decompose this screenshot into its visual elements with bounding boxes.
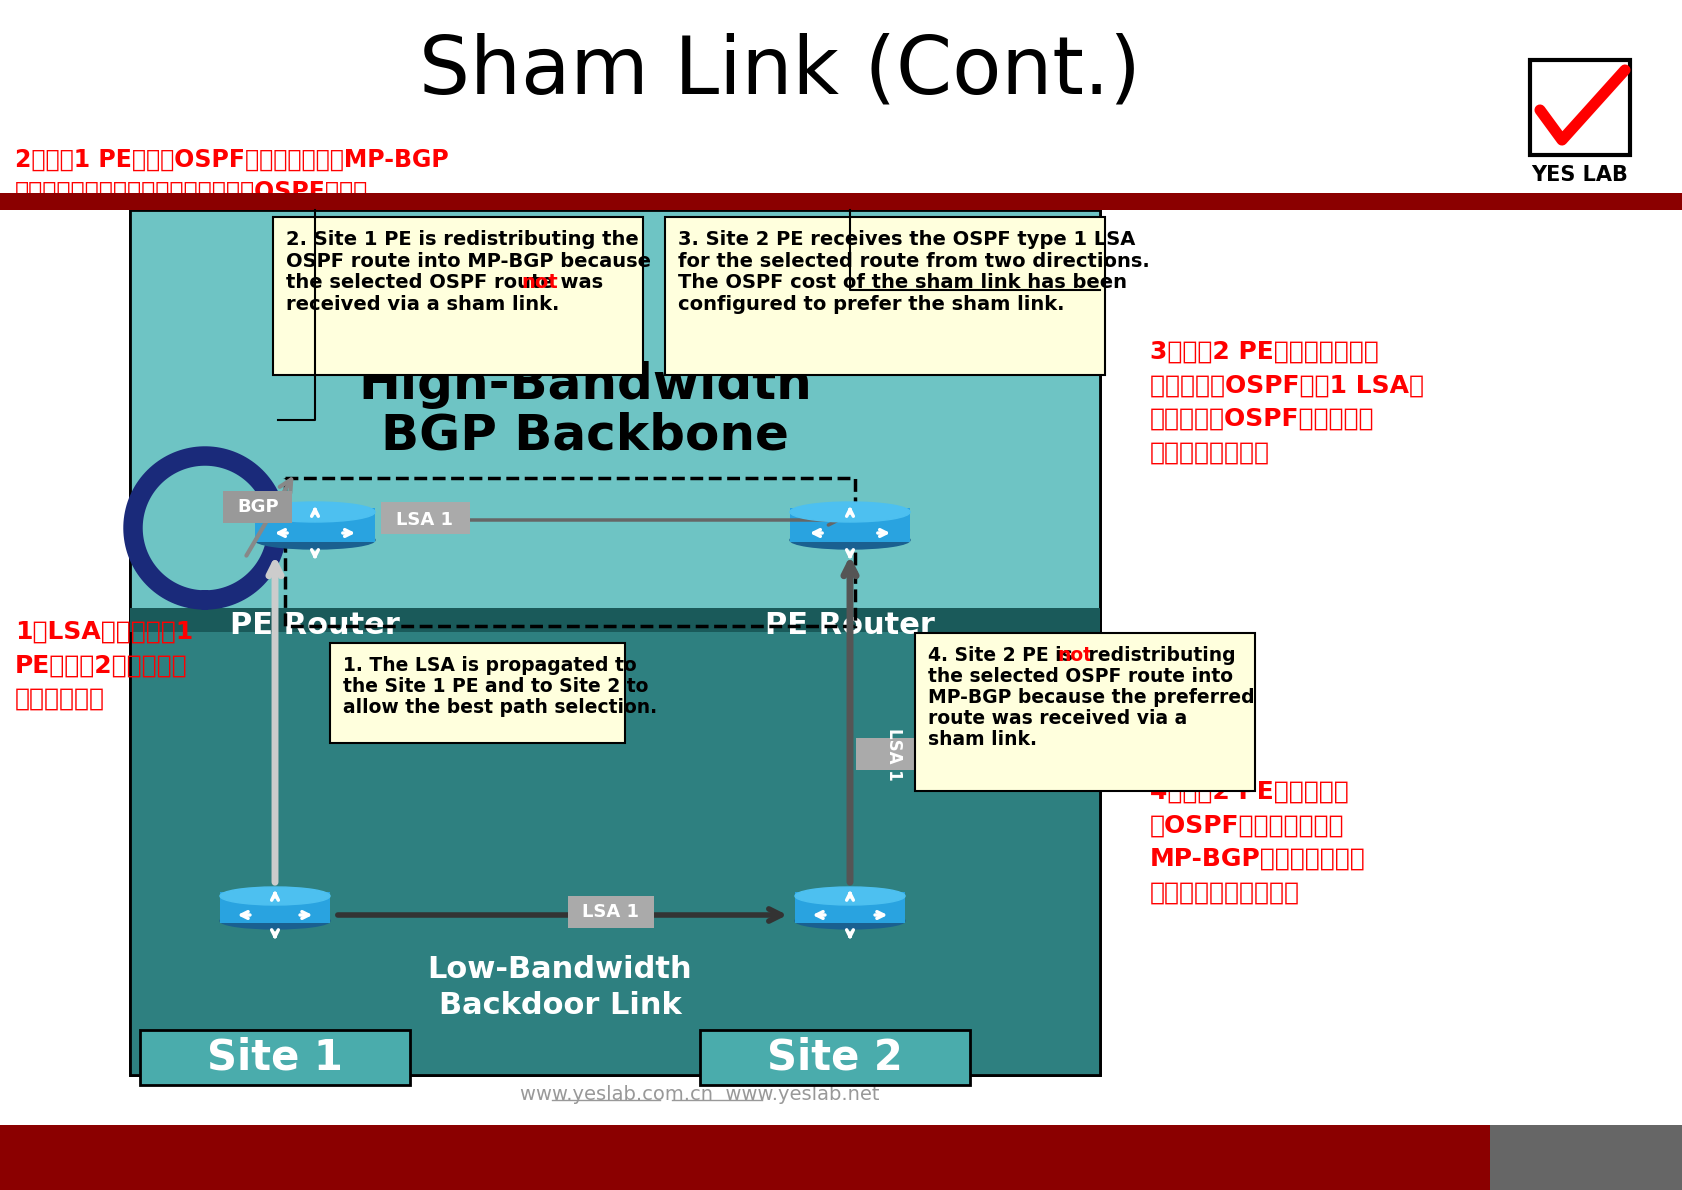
FancyBboxPatch shape — [1529, 60, 1630, 155]
Text: redistributing: redistributing — [1082, 646, 1235, 665]
FancyBboxPatch shape — [140, 1031, 410, 1085]
FancyBboxPatch shape — [220, 892, 330, 922]
Text: Site 2: Site 2 — [767, 1036, 902, 1078]
Text: The OSPF cost of the sham link has been: The OSPF cost of the sham link has been — [678, 274, 1127, 293]
FancyBboxPatch shape — [856, 738, 932, 770]
Text: for the selected route from two directions.: for the selected route from two directio… — [678, 252, 1149, 270]
Text: 3. Site 2 PE receives the OSPF type 1 LSA: 3. Site 2 PE receives the OSPF type 1 LS… — [678, 230, 1135, 249]
Text: 2. Site 1 PE is redistributing the: 2. Site 1 PE is redistributing the — [286, 230, 639, 249]
Ellipse shape — [789, 531, 910, 549]
Text: the selected OSPF route into: the selected OSPF route into — [927, 666, 1233, 685]
Text: the Site 1 PE and to Site 2 to: the Site 1 PE and to Site 2 to — [343, 677, 648, 696]
FancyBboxPatch shape — [330, 643, 624, 743]
Text: Area 1: Area 1 — [414, 683, 547, 718]
Text: OSPF route into MP-BGP because: OSPF route into MP-BGP because — [286, 252, 651, 270]
Text: LSA 1: LSA 1 — [582, 903, 639, 921]
Text: MP-BGP because the preferred: MP-BGP because the preferred — [927, 688, 1253, 707]
FancyBboxPatch shape — [0, 193, 1682, 209]
FancyBboxPatch shape — [789, 508, 910, 541]
Text: PE Router: PE Router — [230, 610, 400, 639]
Text: Backdoor Link: Backdoor Link — [439, 990, 681, 1020]
Ellipse shape — [256, 502, 375, 522]
FancyBboxPatch shape — [380, 502, 469, 534]
Text: YES LAB: YES LAB — [1531, 165, 1628, 184]
Ellipse shape — [220, 887, 330, 906]
Text: LSA 1: LSA 1 — [885, 727, 903, 781]
Text: 3、站点2 PE从两个方向接收
所选路由的OSPF类型1 LSA。
假装链接的OSPF开销已配置
为优先假装链接。: 3、站点2 PE从两个方向接收 所选路由的OSPF类型1 LSA。 假装链接的O… — [1149, 340, 1423, 464]
FancyBboxPatch shape — [272, 217, 643, 375]
Ellipse shape — [794, 913, 905, 929]
FancyBboxPatch shape — [664, 217, 1105, 375]
Text: 4. Site 2 PE is: 4. Site 2 PE is — [927, 646, 1078, 665]
Text: PE Router: PE Router — [765, 610, 935, 639]
Text: www.yeslab.com.cn  www.yeslab.net: www.yeslab.com.cn www.yeslab.net — [520, 1085, 880, 1104]
Text: High-Bandwidth: High-Bandwidth — [358, 361, 811, 409]
Ellipse shape — [789, 502, 910, 522]
Text: 4、站点2 PE没有将选定
的OSPF路由重新发送到
MP-BGP，因为首选路由
是通过假链接接收的。: 4、站点2 PE没有将选定 的OSPF路由重新发送到 MP-BGP，因为首选路由… — [1149, 779, 1364, 904]
Text: 2、站点1 PE正在将OSPF路由重新分配到MP-BGP
中，因为未通过虚拟链路接收到选定的OSPF路由。: 2、站点1 PE正在将OSPF路由重新分配到MP-BGP 中，因为未通过虚拟链路… — [15, 148, 449, 203]
Text: BGP Backbone: BGP Backbone — [380, 411, 789, 459]
Text: Sham Link (Cont.): Sham Link (Cont.) — [419, 33, 1140, 111]
Text: BGP: BGP — [237, 497, 279, 516]
FancyBboxPatch shape — [224, 491, 291, 522]
Text: received via a sham link.: received via a sham link. — [286, 295, 558, 314]
Text: not: not — [521, 274, 558, 293]
Text: route was received via a: route was received via a — [927, 709, 1186, 728]
Text: not: not — [1056, 646, 1092, 665]
FancyBboxPatch shape — [130, 608, 1100, 632]
FancyBboxPatch shape — [794, 892, 905, 922]
Text: 1、LSA传播到站点1
PE和站点2，以允许最
佳路径选择。: 1、LSA传播到站点1 PE和站点2，以允许最 佳路径选择。 — [15, 620, 193, 710]
Ellipse shape — [220, 913, 330, 929]
FancyBboxPatch shape — [700, 1031, 969, 1085]
Text: Site 1: Site 1 — [207, 1036, 343, 1078]
FancyBboxPatch shape — [0, 1125, 1489, 1190]
Text: LSA 1: LSA 1 — [397, 511, 452, 530]
FancyBboxPatch shape — [130, 209, 1100, 620]
Text: sham link.: sham link. — [927, 729, 1036, 749]
FancyBboxPatch shape — [915, 633, 1255, 791]
Ellipse shape — [794, 887, 905, 906]
FancyBboxPatch shape — [256, 508, 375, 541]
FancyBboxPatch shape — [130, 620, 1100, 1075]
Text: configured to prefer the sham link.: configured to prefer the sham link. — [678, 295, 1065, 314]
Ellipse shape — [256, 531, 375, 549]
Text: 1. The LSA is propagated to: 1. The LSA is propagated to — [343, 656, 636, 675]
FancyBboxPatch shape — [567, 896, 654, 928]
FancyBboxPatch shape — [1489, 1125, 1682, 1190]
FancyBboxPatch shape — [130, 209, 1100, 1075]
Text: the selected OSPF route was: the selected OSPF route was — [286, 274, 609, 293]
Text: allow the best path selection.: allow the best path selection. — [343, 697, 656, 716]
Text: Low-Bandwidth: Low-Bandwidth — [427, 956, 691, 984]
